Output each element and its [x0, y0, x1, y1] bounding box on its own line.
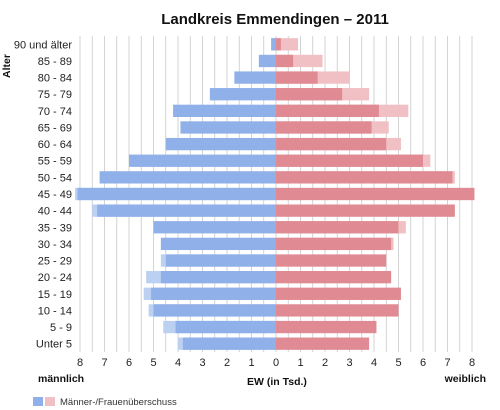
bar-male-common: [182, 337, 276, 350]
x-tick-label: 5: [395, 357, 401, 369]
legend-label: Männer-/Frauenüberschuss: [60, 397, 177, 408]
bar-female-common: [276, 137, 387, 151]
bar-female: [276, 187, 475, 201]
x-tick-label: 7: [101, 357, 107, 369]
bar-female-common: [276, 121, 372, 134]
bar-male: [160, 237, 276, 251]
category-label: 45 - 49: [38, 189, 72, 201]
category-label: 60 - 64: [38, 139, 72, 151]
bar-male-common: [160, 271, 276, 284]
left-side-label: männlich: [38, 373, 84, 385]
x-tick-label: 6: [420, 357, 426, 369]
x-axis-label: EW (in Tsd.): [247, 376, 307, 388]
right-side-label: weiblich: [444, 373, 486, 385]
bar-layer: [75, 38, 475, 350]
category-label: 90 und älter: [14, 39, 72, 51]
category-label: 30 - 34: [38, 239, 72, 251]
category-label: 50 - 54: [38, 172, 72, 184]
bar-female: [276, 304, 399, 317]
bar-male-common: [165, 254, 276, 267]
x-tick-label: 6: [126, 357, 132, 369]
category-label: 40 - 44: [38, 206, 72, 218]
x-tick-label: 4: [371, 357, 377, 369]
x-tick-label: 2: [322, 357, 328, 369]
legend-swatch-male-surplus: [33, 397, 43, 406]
category-label: 85 - 89: [38, 56, 72, 68]
x-tick-label: 1: [297, 357, 303, 369]
x-tick-label: 8: [77, 357, 83, 369]
bar-female: [276, 287, 401, 300]
bar-female: [276, 320, 377, 334]
bar-male-common: [151, 287, 276, 300]
x-tick-label: 3: [346, 357, 352, 369]
category-label: 35 - 39: [38, 222, 72, 234]
bar-female-common: [276, 54, 294, 68]
category-label: 75 - 79: [38, 89, 72, 101]
category-label: 20 - 24: [38, 272, 72, 284]
bar-male: [209, 88, 276, 101]
bar-male: [165, 137, 276, 151]
bar-female-common: [276, 154, 423, 167]
bar-female-common: [276, 88, 343, 101]
category-label: 25 - 29: [38, 256, 72, 268]
bar-male-common: [77, 187, 276, 201]
bar-female-common: [276, 38, 281, 51]
category-label: 5 - 9: [50, 322, 72, 334]
x-tick-label: 4: [175, 357, 181, 369]
x-tick-label: 3: [199, 357, 205, 369]
bar-female: [276, 204, 455, 217]
x-tick-label: 0: [273, 357, 279, 369]
legend: Männer-/Frauenüberschuss: [33, 397, 177, 408]
bar-male: [153, 221, 276, 234]
bar-female-common: [276, 104, 379, 117]
bar-male: [129, 154, 276, 167]
x-tick-label: 8: [469, 357, 475, 369]
y-axis-label: Alter: [1, 54, 13, 78]
bar-female: [276, 254, 387, 267]
x-tick-label: 7: [444, 357, 450, 369]
bar-male: [234, 71, 276, 84]
bar-male-common: [97, 204, 277, 217]
x-tick-labels: 8 7 6 5 4 3 2 1 0 1 2 3 4 5 6 7 8: [77, 357, 475, 369]
x-tick-label: 1: [248, 357, 254, 369]
bar-male: [180, 121, 276, 134]
bar-male: [99, 171, 276, 184]
bar-male-common: [175, 320, 276, 334]
bar-female-common: [276, 237, 392, 251]
chart-title: Landkreis Emmendingen – 2011: [161, 11, 389, 28]
category-label: 10 - 14: [38, 305, 72, 317]
bar-female: [276, 38, 299, 51]
bar-female-common: [276, 71, 318, 84]
legend-swatch-female-surplus: [45, 397, 55, 406]
x-tick-label: 5: [150, 357, 156, 369]
bar-male: [258, 54, 276, 68]
category-label: 65 - 69: [38, 122, 72, 134]
category-label: 70 - 74: [38, 106, 72, 118]
category-label: 55 - 59: [38, 156, 72, 168]
category-label: 80 - 84: [38, 73, 72, 85]
bar-female-common: [276, 221, 399, 234]
bar-male: [271, 38, 276, 51]
x-tick-label: 2: [224, 357, 230, 369]
bar-female: [276, 271, 392, 284]
category-labels: 90 und älter 85 - 89 80 - 84 75 - 79 70 - 74…: [14, 39, 72, 350]
bar-male: [173, 104, 276, 117]
bar-female-common: [276, 171, 453, 184]
category-label: 15 - 19: [38, 289, 72, 301]
bar-male-common: [153, 304, 276, 317]
category-label: Unter 5: [36, 339, 72, 351]
bar-female: [276, 337, 370, 350]
